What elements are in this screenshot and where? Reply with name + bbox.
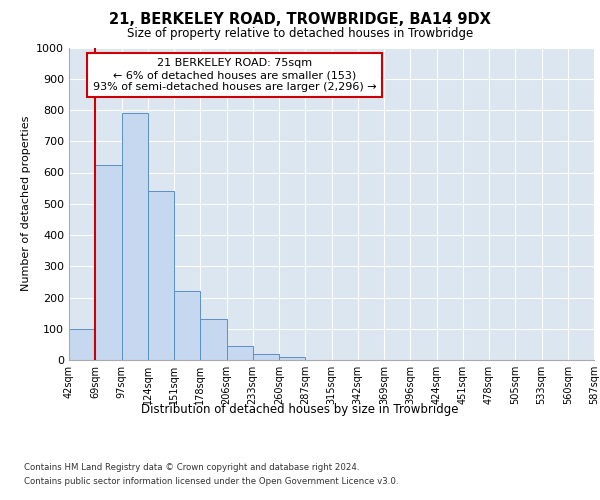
Bar bbox=[121, 113, 148, 360]
Bar bbox=[253, 354, 279, 360]
Bar bbox=[148, 191, 174, 360]
Text: 21 BERKELEY ROAD: 75sqm
← 6% of detached houses are smaller (153)
93% of semi-de: 21 BERKELEY ROAD: 75sqm ← 6% of detached… bbox=[92, 58, 376, 92]
Text: Contains HM Land Registry data © Crown copyright and database right 2024.: Contains HM Land Registry data © Crown c… bbox=[24, 462, 359, 471]
Bar bbox=[69, 329, 95, 360]
Bar bbox=[200, 320, 227, 360]
Bar bbox=[95, 164, 121, 360]
Text: Size of property relative to detached houses in Trowbridge: Size of property relative to detached ho… bbox=[127, 28, 473, 40]
Text: 21, BERKELEY ROAD, TROWBRIDGE, BA14 9DX: 21, BERKELEY ROAD, TROWBRIDGE, BA14 9DX bbox=[109, 12, 491, 28]
Text: Contains public sector information licensed under the Open Government Licence v3: Contains public sector information licen… bbox=[24, 478, 398, 486]
Bar bbox=[279, 357, 305, 360]
Bar bbox=[174, 291, 200, 360]
Text: Distribution of detached houses by size in Trowbridge: Distribution of detached houses by size … bbox=[141, 402, 459, 415]
Y-axis label: Number of detached properties: Number of detached properties bbox=[20, 116, 31, 292]
Bar bbox=[227, 346, 253, 360]
